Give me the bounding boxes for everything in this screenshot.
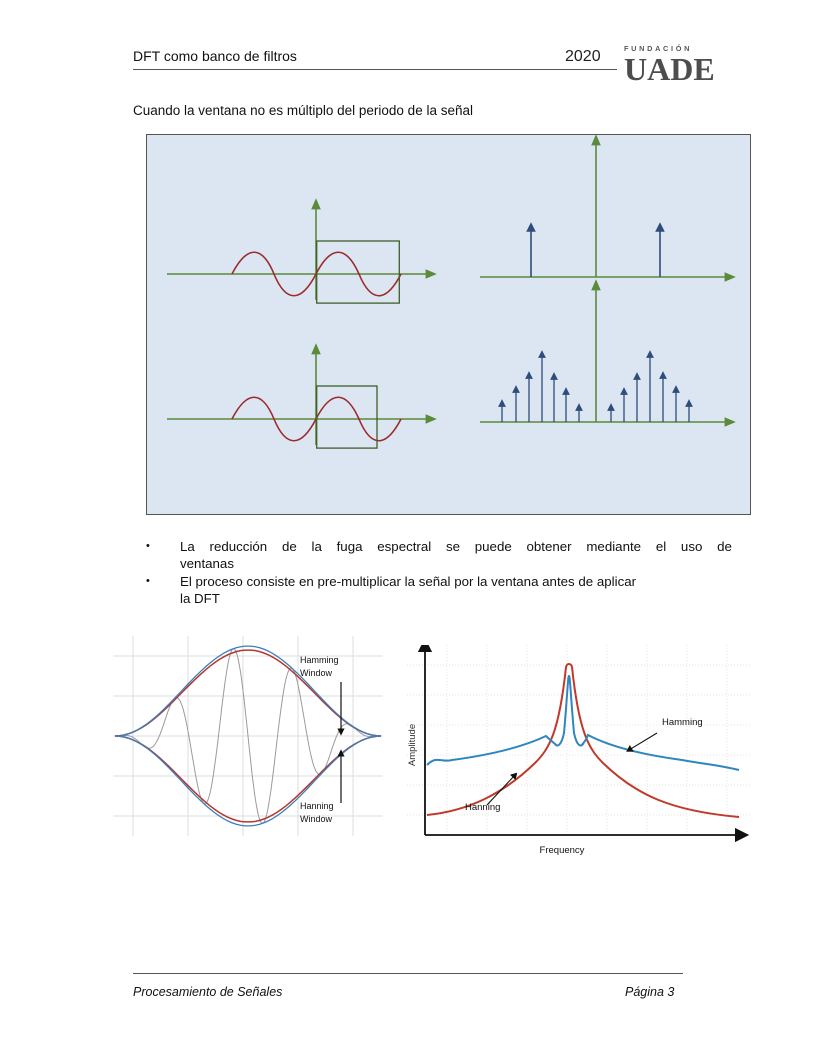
- svg-text:Hamming: Hamming: [662, 717, 703, 728]
- svg-text:Hanning: Hanning: [465, 802, 500, 813]
- svg-text:Window: Window: [300, 668, 333, 678]
- svg-text:Amplitude: Amplitude: [407, 724, 418, 766]
- svg-text:Frequency: Frequency: [540, 845, 585, 855]
- svg-text:Hamming: Hamming: [300, 655, 339, 665]
- svg-text:Window: Window: [300, 814, 333, 824]
- svg-text:Hanning: Hanning: [300, 801, 334, 811]
